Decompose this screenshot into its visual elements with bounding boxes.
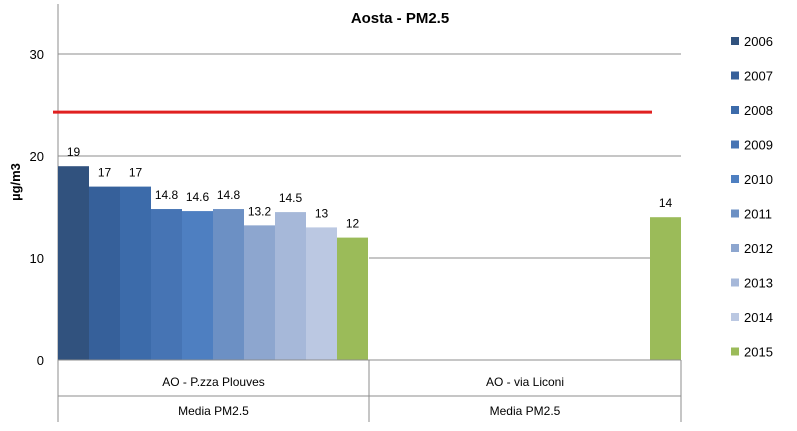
legend-swatch-2011 — [731, 209, 739, 218]
y-axis-title: µg/m3 — [8, 163, 23, 201]
bar-2012-group1 — [244, 225, 275, 360]
y-tick-label: 0 — [37, 353, 44, 368]
legend-swatch-2013 — [731, 278, 739, 287]
legend-swatch-2007 — [731, 71, 739, 80]
bar-data-label: 19 — [67, 145, 81, 159]
legend-label: 2012 — [744, 241, 773, 256]
bar-data-label: 14 — [659, 196, 673, 210]
category-sublabel: Media PM2.5 — [178, 404, 249, 418]
legend-label: 2015 — [744, 345, 773, 360]
legend-label: 2013 — [744, 276, 773, 291]
y-tick-label: 30 — [30, 47, 44, 62]
chart-title: Aosta - PM2.5 — [351, 10, 449, 27]
bar-2013-group1 — [275, 212, 306, 360]
bar-data-label: 13 — [315, 206, 329, 220]
bar-data-label: 14.8 — [155, 188, 179, 202]
bar-2009-group1 — [151, 209, 182, 360]
y-tick-label: 20 — [30, 149, 44, 164]
legend-swatch-2015 — [731, 347, 739, 356]
bar-2010-group1 — [182, 211, 213, 360]
bar-data-label: 14.8 — [217, 188, 241, 202]
legend-label: 2007 — [744, 69, 773, 84]
legend-swatch-2009 — [731, 140, 739, 149]
legend-swatch-2012 — [731, 244, 739, 252]
bar-2007-group1 — [89, 186, 120, 360]
bar-2006-group1 — [58, 166, 89, 360]
bar-data-label: 14.6 — [186, 190, 210, 204]
bar-2011-group1 — [213, 209, 244, 360]
legend-label: 2009 — [744, 138, 773, 153]
bar-data-label: 17 — [98, 166, 112, 180]
category-sublabel: Media PM2.5 — [490, 404, 561, 418]
legend-swatch-2008 — [731, 106, 739, 114]
y-tick-label: 10 — [30, 251, 44, 266]
bar-data-label: 13.2 — [248, 204, 272, 218]
bar-2014-group1 — [306, 227, 337, 360]
legend-label: 2010 — [744, 172, 773, 187]
bar-2015-group2 — [650, 217, 681, 360]
legend-swatch-2006 — [731, 37, 739, 45]
bar-data-label: 17 — [129, 166, 143, 180]
legend-swatch-2010 — [731, 175, 739, 183]
legend-label: 2014 — [744, 310, 773, 325]
legend-label: 2011 — [744, 207, 772, 222]
category-label: AO - via Liconi — [486, 375, 564, 389]
bar-2015-group1 — [337, 237, 368, 360]
category-label: AO - P.zza Plouves — [162, 375, 265, 389]
legend-label: 2006 — [744, 34, 773, 49]
bar-2008-group1 — [120, 186, 151, 360]
legend-label: 2008 — [744, 103, 773, 118]
bar-data-label: 12 — [346, 217, 360, 231]
bar-data-label: 14.5 — [279, 191, 303, 205]
legend-swatch-2014 — [731, 313, 739, 321]
